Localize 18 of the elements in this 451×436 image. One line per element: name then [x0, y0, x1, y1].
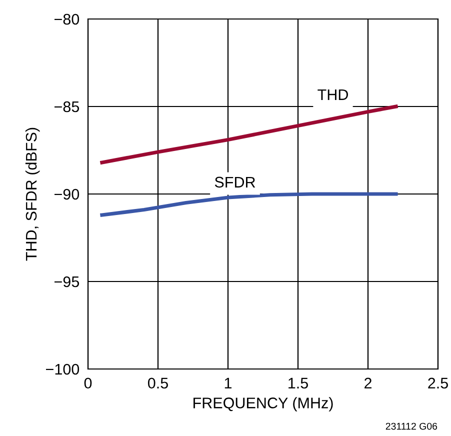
x-tick-label: 0 [84, 378, 92, 389]
x-tick-label: 1.5 [288, 378, 308, 389]
series-label: SFDR [214, 176, 256, 188]
y-tick-label: −90 [54, 188, 80, 200]
line-series [100, 104, 398, 164]
x-tick-label: 0.5 [148, 378, 168, 389]
x-tick-label: 1 [224, 378, 232, 388]
y-tick-label: −85 [54, 101, 80, 112]
line-series [100, 192, 398, 217]
x-axis-title: FREQUENCY (MHz) [194, 397, 333, 412]
y-tick-label: −95 [54, 276, 80, 288]
x-tick-label: 2 [364, 378, 372, 388]
y-tick-label: −80 [54, 14, 80, 25]
x-tick-label: 2.5 [428, 378, 448, 389]
series-label: THD [318, 89, 348, 100]
y-tick-label: −100 [46, 364, 80, 375]
text: 231112 G06 [386, 422, 438, 430]
y-axis-title: THD, SFDR (dBFS) [25, 128, 40, 261]
